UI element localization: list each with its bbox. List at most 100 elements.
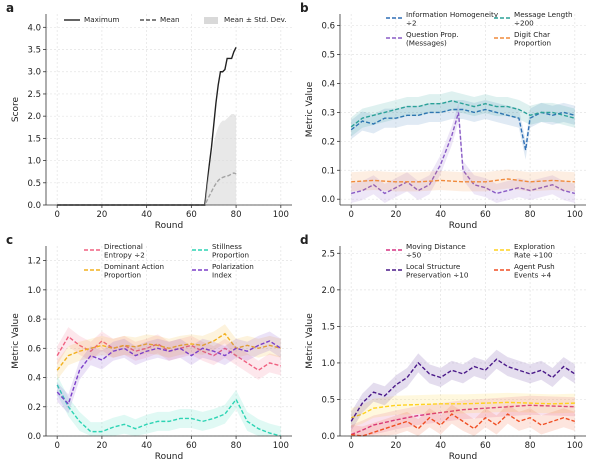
y-tick-label-5: 2.5 [321,249,335,259]
legend-line: Proportion [212,251,249,260]
x-tick-label-3: 60 [186,210,197,220]
series-band-2 [351,102,575,203]
legend-swatch-2 [204,17,218,24]
panel-label: d [300,233,309,247]
x-tick-label-0: 0 [54,210,59,220]
legend-line: Message Length [514,10,573,19]
x-tick-label-3: 60 [480,441,491,451]
y-axis-label: Metric Value [305,81,315,137]
legend-line: ÷2 [406,19,417,28]
y-tick-label-2: 1.0 [321,359,335,369]
panel-c: 0 20 40 60 80 100 0.0 0.2 0.4 0.6 0.8 1.0 1.2 Round Me… [6,233,292,462]
x-axis-label: Round [155,221,183,231]
legend-line: ÷200 [514,19,534,28]
x-tick-label-2: 40 [435,441,446,451]
y-tick-label-1: 0.5 [27,179,41,189]
legend-label-1: Mean [160,15,180,24]
series-line-2 [350,358,576,422]
legend-line: Digit Char [514,30,550,39]
legend-label-3: Agent Push Events ÷4 [514,262,555,280]
y-tick-label-4: 0.4 [321,79,335,89]
series-band-1 [57,375,281,436]
x-tick-label-0: 0 [54,441,59,451]
legend-line: Local Structure [406,262,461,271]
y-tick-label-0: 0.0 [27,201,41,211]
legend-label-0: Moving Distance ÷50 [406,242,466,260]
series-line-3 [56,340,282,406]
series-line-2 [56,332,281,371]
legend-line: Preservation ÷10 [406,271,469,280]
legend-label-2: Local Structure Preservation ÷10 [406,262,469,280]
y-tick-label-2: 0.2 [321,137,335,147]
y-tick-label-6: 0.6 [321,22,335,32]
x-tick-label-4: 80 [525,210,536,220]
x-axis-label: Round [449,221,477,231]
x-tick-label-5: 100 [273,441,289,451]
x-tick-label-2: 40 [435,210,446,220]
y-tick-label-6: 1.2 [27,257,41,267]
x-tick-label-1: 20 [390,441,401,451]
y-tick-label-0: 0.0 [27,432,41,442]
y-tick-label-8: 4.0 [27,23,41,33]
x-tick-label-4: 80 [231,441,242,451]
legend-line: Agent Push [514,262,555,271]
series-band-2 [204,113,237,205]
series-band-1 [351,91,575,137]
series-line-1 [56,384,281,437]
series-band-2 [57,324,281,380]
legend-line: Proportion [104,271,141,280]
legend-label-1: Message Length ÷200 [514,10,573,28]
series-line-0 [350,404,575,436]
series-band-0 [57,327,281,380]
y-tick-label-4: 2.0 [27,112,41,122]
series-band-1 [351,392,575,428]
y-tick-label-5: 2.5 [27,90,41,100]
y-tick-label-1: 0.5 [321,395,335,405]
legend-line: Stillness [212,242,242,251]
legend-label-2: Mean ± Std. Dev. [224,15,287,24]
y-axis-label: Metric Value [305,313,315,369]
y-tick-label-6: 3.0 [27,68,41,78]
legend-line: Directional [104,242,143,251]
x-tick-label-1: 20 [96,441,107,451]
legend-line: Information Homogeneity [406,10,499,19]
panel-a: 0 20 40 60 80 100 0.0 0.5 1.0 1.5 2.0 2.5 3.0 3.5 4.0 R… [6,1,292,231]
x-tick-label-0: 0 [348,210,353,220]
x-axis-label: Round [155,452,183,462]
x-tick-label-4: 80 [231,210,242,220]
panel-label: b [300,1,309,15]
x-tick-label-2: 40 [141,210,152,220]
series-line-3 [351,178,575,183]
legend-label-2: Question Prop. (Messages) [406,30,459,48]
y-tick-label-2: 1.0 [27,157,41,167]
y-tick-label-1: 0.2 [27,403,41,413]
legend-label-0: Directional Entropy ÷2 [104,242,145,260]
legend-label-3: Polarization Index [212,262,254,280]
series-line-0 [350,108,575,151]
series-line-3 [351,413,576,437]
y-axis-label: Metric Value [11,313,21,369]
series-band-3 [57,331,281,414]
legend-line: Rate ÷100 [514,251,553,260]
x-tick-label-4: 80 [525,441,536,451]
y-tick-label-3: 0.3 [321,108,335,118]
x-tick-label-1: 20 [390,210,401,220]
series-band-2 [351,349,575,431]
series-line-1 [350,100,575,128]
x-tick-label-3: 60 [480,210,491,220]
x-tick-label-1: 20 [96,210,107,220]
panel-d: 0 20 40 60 80 100 0.0 0.5 1.0 1.5 2.0 2.5 Round Metri… [300,233,586,462]
x-axis-label: Round [449,452,477,462]
y-tick-label-0: 0.0 [321,195,335,205]
legend-line: (Messages) [406,39,447,48]
legend-line: Exploration [514,242,555,251]
y-tick-label-4: 2.0 [321,286,335,296]
series-line-1 [350,401,575,419]
legend-label-2: Dominant Action Proportion [104,262,164,280]
y-tick-label-7: 3.5 [27,46,41,56]
x-tick-label-0: 0 [348,441,353,451]
legend-label-0: Maximum [84,15,119,24]
x-tick-label-5: 100 [273,210,289,220]
panel-label: c [6,233,13,247]
